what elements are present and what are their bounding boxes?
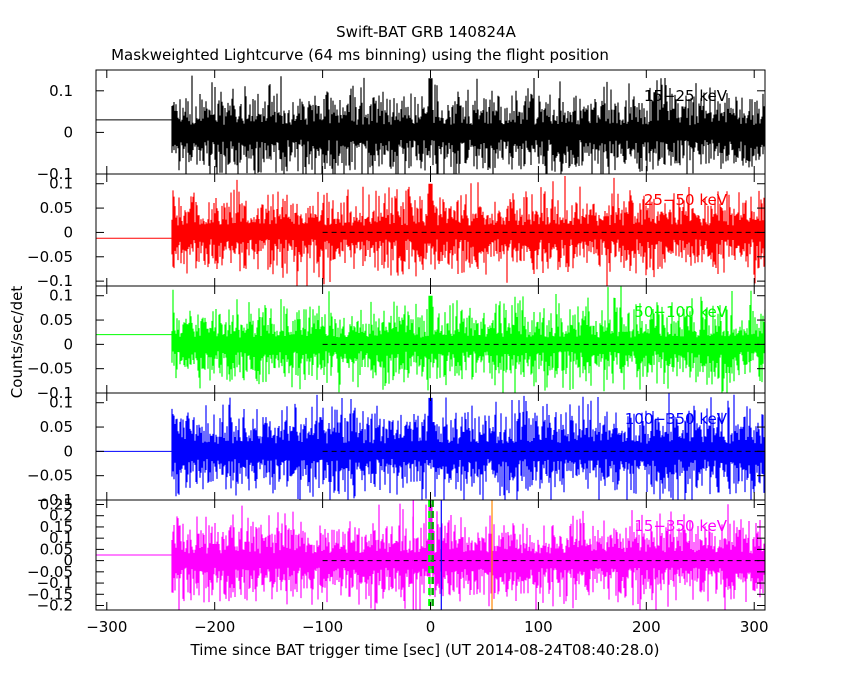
y-tick-label: 0: [63, 552, 73, 570]
band-label: 15−350 keV: [634, 517, 727, 535]
y-tick-label: 0.2: [49, 507, 73, 525]
series-line: [171, 176, 765, 286]
y-tick-label: 0.1: [49, 287, 73, 305]
y-tick-label: 0.05: [40, 311, 73, 329]
y-tick-label: 0.25: [40, 495, 73, 513]
y-tick-label: −0.05: [27, 563, 73, 581]
y-tick-label: −0.05: [27, 467, 73, 485]
panel-2: −0.1 −0.05 0 0.05 0.1 25−50 keV: [27, 173, 766, 290]
band-label: 25−50 keV: [644, 191, 728, 209]
panel-1: −0.1 0 0.1 15−25 keV: [37, 69, 766, 183]
y-tick-label: −0.05: [27, 360, 73, 378]
panel-data: [96, 286, 765, 393]
x-tick-label: −200: [194, 618, 235, 636]
y-tick-label: 0.15: [40, 518, 73, 536]
y-tick-label: 0: [63, 335, 73, 353]
x-tick-label: −300: [86, 618, 127, 636]
panel-data: [96, 176, 765, 286]
panels-group: −0.100.1 15−25 keV−0.1−0.0500.050.125−50 …: [27, 69, 766, 615]
x-axis-title: Time since BAT trigger time [sec] (UT 20…: [190, 641, 660, 659]
panel-4: −0.1 −0.05 0 0.05 0.1 100−350 keV: [27, 392, 766, 509]
y-tick-label: 0.1: [49, 394, 73, 412]
band-label: 15−25 keV: [644, 87, 728, 105]
y-tick-label: 0: [63, 223, 73, 241]
x-tick-label: 200: [632, 618, 661, 636]
y-tick-label: 0: [63, 123, 73, 141]
y-tick-label: −0.1: [37, 384, 73, 402]
y-tick-label: 0.1: [49, 175, 73, 193]
y-tick-label: 0.05: [40, 199, 73, 217]
y-tick-label: −0.1: [37, 574, 73, 592]
panel-data: [96, 503, 765, 610]
x-axis: −300 −200 −100 0 100 200 300: [86, 618, 768, 636]
x-tick-label: 100: [524, 618, 553, 636]
x-tick-label: 300: [740, 618, 769, 636]
y-tick-label: 0.1: [49, 82, 73, 100]
series-line: [171, 286, 765, 393]
chart-subtitle: Maskweighted Lightcurve (64 ms binning) …: [111, 46, 609, 64]
y-tick-label: 0.05: [40, 540, 73, 558]
y-tick-label: 0: [63, 442, 73, 460]
y-tick-label: −0.1: [37, 491, 73, 509]
panel-data: [96, 75, 765, 174]
x-tick-label: −100: [302, 618, 343, 636]
y-axis-title: Counts/sec/det: [8, 286, 26, 399]
y-tick-label: −0.1: [37, 272, 73, 290]
chart-title: Swift-BAT GRB 140824A: [336, 23, 516, 41]
series-line: [171, 503, 765, 610]
panel-data: [96, 393, 765, 500]
band-label: 50−100 keV: [634, 303, 727, 321]
y-tick-label: −0.1: [37, 165, 73, 183]
y-tick-label: −0.15: [27, 585, 73, 603]
panel-3: −0.1 −0.05 0 0.05 0.1 50−100 keV: [27, 285, 766, 402]
series-line: [171, 75, 765, 174]
band-label: 100−350 keV: [625, 410, 728, 428]
y-tick-label: −0.2: [37, 597, 73, 615]
y-tick-label: 0.1: [49, 529, 73, 547]
y-tick-label: 0.05: [40, 418, 73, 436]
x-tick-label: 0: [426, 618, 436, 636]
y-tick-label: −0.05: [27, 248, 73, 266]
